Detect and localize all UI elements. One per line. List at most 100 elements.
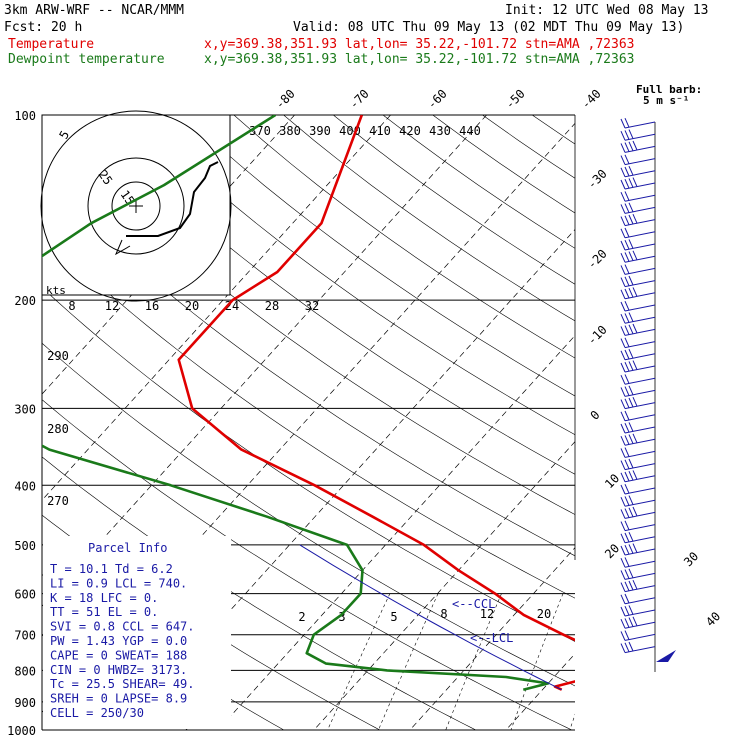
dewpoint-legend: Dewpoint temperature bbox=[8, 52, 165, 67]
parcel-info-row: PW = 1.43 YGP = 0.0 bbox=[50, 634, 187, 648]
theta-label: 440 bbox=[459, 124, 481, 138]
isotherm-line bbox=[42, 115, 295, 395]
wind-barb-feather bbox=[624, 288, 630, 299]
wind-barb-feather bbox=[624, 349, 630, 360]
wind-barb-feather bbox=[628, 239, 634, 249]
pressure-label: 900 bbox=[14, 696, 36, 710]
wind-barb-feather bbox=[620, 326, 626, 336]
wind-barb-feather bbox=[628, 544, 634, 554]
wind-barb-feather bbox=[624, 508, 630, 518]
dewpoint-profile bbox=[42, 115, 550, 691]
wind-barb bbox=[624, 243, 656, 251]
isotherm-line bbox=[698, 115, 740, 730]
pressure-label: 800 bbox=[14, 664, 36, 678]
wind-barb-feather bbox=[628, 422, 634, 432]
isotherm-line bbox=[0, 115, 7, 730]
valid-time: Valid: 08 UTC Thu 09 May 13 (02 MDT Thu … bbox=[293, 20, 684, 35]
hodograph-units: kts bbox=[46, 284, 66, 297]
wind-barb-feather bbox=[628, 348, 634, 359]
wind-barb-feather bbox=[628, 495, 634, 505]
theta-label: 380 bbox=[279, 124, 301, 138]
wind-barb-feather bbox=[620, 606, 626, 617]
wind-barb-feather bbox=[624, 166, 630, 177]
wind-barb-feather bbox=[620, 387, 626, 397]
wind-barb-feather bbox=[632, 213, 638, 224]
wind-barb-feather bbox=[632, 250, 638, 261]
hodograph-speed-label: 32 bbox=[305, 299, 319, 313]
hodograph-speed-label: 8 bbox=[68, 299, 75, 313]
wind-barb-feather bbox=[624, 520, 630, 531]
barb-legend-title: Full barb: bbox=[636, 83, 702, 96]
wind-barb bbox=[624, 316, 656, 324]
level-annotation: <--CCL bbox=[452, 597, 495, 611]
wind-barb-feather bbox=[632, 287, 638, 297]
wind-barb bbox=[624, 353, 656, 361]
parcel-info-panel: Parcel Info T = 10.1 Td = 6.2LI = 0.9 LCL… bbox=[43, 536, 231, 729]
isotherm-label: 30 bbox=[681, 549, 701, 569]
wind-barb bbox=[624, 219, 656, 227]
wind-barb-feather bbox=[620, 265, 626, 275]
theta-e-label: 270 bbox=[47, 494, 69, 508]
isotherm-label: -70 bbox=[347, 87, 372, 112]
dry-adiabat-line bbox=[42, 287, 575, 642]
wind-barb bbox=[624, 524, 656, 532]
theta-label: 390 bbox=[309, 124, 331, 138]
wind-barb-feather bbox=[620, 533, 626, 544]
wind-barb-feather bbox=[624, 544, 630, 555]
wind-barb-feather bbox=[632, 433, 638, 444]
barb-legend-unit: 5 m s⁻¹ bbox=[643, 94, 689, 107]
wind-barb-feather bbox=[628, 385, 634, 396]
parcel-info-row: CAPE = 0 SWEAT= 188 bbox=[50, 648, 187, 662]
dry-adiabat-line bbox=[731, 115, 740, 730]
wind-barb bbox=[624, 304, 656, 312]
wind-barb bbox=[624, 597, 656, 605]
wind-barb-feather bbox=[628, 470, 634, 481]
dry-adiabat-line bbox=[333, 115, 575, 285]
wind-barb-feather bbox=[628, 641, 634, 652]
parcel-info-background bbox=[43, 536, 231, 729]
wind-barb-feather bbox=[628, 141, 634, 152]
theta-label: 420 bbox=[399, 124, 421, 138]
wind-barb-feather bbox=[632, 177, 638, 187]
wind-barb-feather bbox=[624, 276, 630, 287]
wind-barb bbox=[624, 475, 656, 483]
wind-barb-feather bbox=[632, 616, 638, 627]
wind-barb-feather bbox=[620, 191, 626, 202]
wind-barb-feather bbox=[624, 593, 630, 604]
wind-barb-feather bbox=[624, 386, 630, 396]
wind-barb-feather bbox=[624, 581, 630, 592]
pressure-label: 200 bbox=[14, 294, 36, 308]
wind-barb-feather bbox=[628, 531, 634, 542]
hodograph-trace bbox=[126, 161, 219, 237]
wind-barb-feather bbox=[620, 350, 626, 361]
wind-barb-feather bbox=[620, 460, 626, 470]
wind-barb-feather bbox=[628, 324, 634, 335]
wind-barb-feather bbox=[624, 191, 630, 201]
wind-barb-feather bbox=[624, 142, 630, 152]
wind-barb bbox=[624, 377, 656, 385]
dry-adiabat-line bbox=[582, 115, 740, 730]
wind-barb-feather bbox=[628, 361, 634, 371]
mixing-ratio-line bbox=[327, 593, 391, 730]
wind-barb bbox=[624, 426, 656, 434]
isotherm-label: -20 bbox=[585, 247, 610, 272]
wind-barb-feather bbox=[624, 130, 630, 140]
wind-barb bbox=[624, 280, 656, 288]
wind-barb-feather bbox=[620, 167, 626, 178]
parcel-info-row: SVI = 0.8 CCL = 647. bbox=[50, 620, 195, 634]
wind-barb-feather bbox=[620, 130, 626, 141]
wind-barb-feather bbox=[632, 360, 638, 370]
wind-barb bbox=[624, 609, 656, 617]
wind-barb-feather bbox=[632, 506, 638, 517]
wind-barb-feather bbox=[628, 312, 634, 322]
wind-barb-feather bbox=[620, 301, 626, 312]
wind-barb-feather bbox=[628, 251, 634, 261]
isotherm-label: 40 bbox=[703, 609, 723, 629]
wind-barb-feather bbox=[624, 459, 630, 470]
wind-barb-feather bbox=[628, 458, 634, 469]
temperature-legend: Temperature bbox=[8, 37, 94, 52]
isotherm-line bbox=[409, 547, 575, 730]
wind-barb-feather bbox=[620, 216, 626, 226]
wind-barb-feather bbox=[624, 496, 630, 506]
